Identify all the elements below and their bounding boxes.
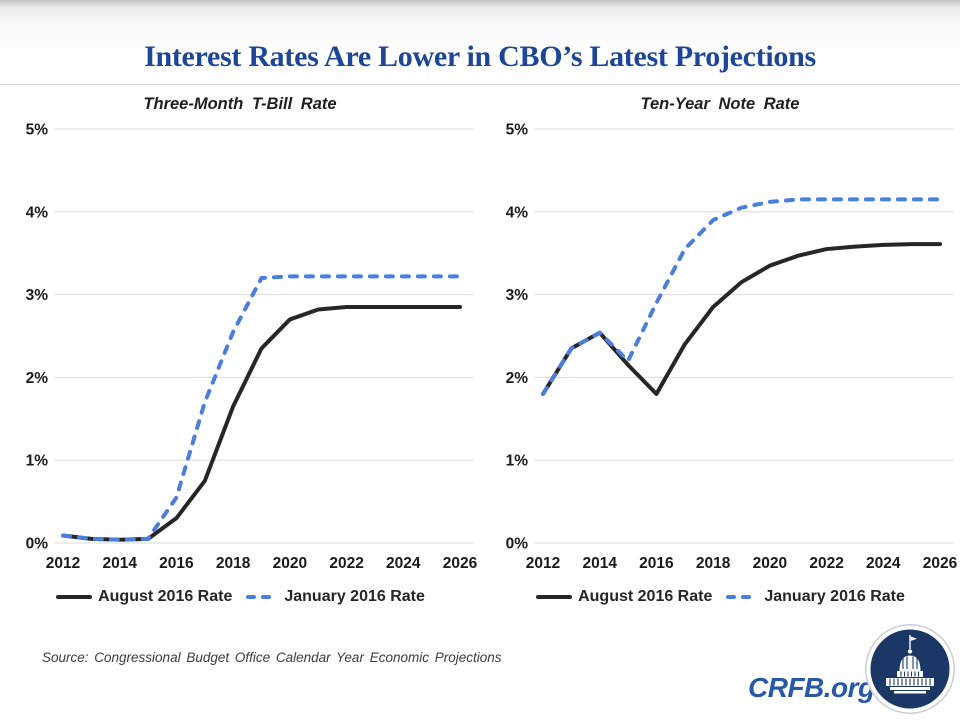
x-tick-label: 2024	[386, 555, 421, 572]
source-note: Source: Congressional Budget Office Cale…	[42, 650, 502, 665]
y-tick-label: 5%	[506, 122, 529, 139]
legend-label-august: August 2016 Rate	[98, 588, 233, 605]
series-line-january-2016-rate	[61, 274, 462, 542]
y-tick-label: 4%	[506, 204, 529, 221]
solid-line-swatch	[536, 595, 573, 599]
y-tick-label: 3%	[506, 287, 529, 304]
x-tick-label: 2026	[923, 555, 958, 572]
y-tick-label: 0%	[26, 536, 49, 553]
chart-title-tbill: Three-Month T-Bill Rate	[143, 95, 337, 113]
legend-item-august: August 2016 Rate	[535, 588, 712, 606]
crfb-wordmark: CRFB.org	[748, 672, 875, 703]
chart-tennote: Ten-Year Note Rate 0% 1% 2% 3% 4% 5% 2012 2014 2…	[480, 88, 960, 624]
x-tick-label: 2022	[329, 555, 363, 572]
dashed-line-swatch	[246, 595, 280, 599]
tbill-plot-area: 0% 1% 2% 3% 4% 5% 2012 2014 2016 2018 2020 2022 2024…	[26, 122, 478, 573]
x-tick-label: 2018	[216, 555, 251, 572]
x-tick-label: 2016	[639, 555, 674, 572]
y-tick-label: 1%	[26, 453, 49, 470]
series-line-august-2016-rate	[541, 242, 942, 396]
x-tick-label: 2014	[582, 555, 617, 572]
legend-tbill: August 2016 Rate January 2016 Rate	[0, 588, 480, 606]
x-tick-label: 2020	[273, 555, 307, 572]
y-tick-label: 1%	[506, 453, 529, 470]
y-tick-label: 2%	[26, 370, 49, 387]
y-tick-label: 2%	[506, 370, 529, 387]
header: Interest Rates Are Lower in CBO’s Latest…	[0, 0, 960, 85]
legend-label-january: January 2016 Rate	[764, 588, 905, 605]
legend-item-january: January 2016 Rate	[725, 588, 905, 606]
x-tick-label: 2016	[159, 555, 194, 572]
x-tick-label: 2020	[753, 555, 787, 572]
capitol-dome-logo	[865, 624, 955, 714]
y-tick-label: 5%	[26, 122, 49, 139]
dashed-line-swatch	[726, 595, 760, 599]
legend-item-august: August 2016 Rate	[55, 588, 232, 606]
legend-label-august: August 2016 Rate	[578, 588, 713, 605]
x-tick-label: 2012	[46, 555, 80, 572]
tennote-plot-area: 0% 1% 2% 3% 4% 5% 2012 2014 2016 2018 2020 2022 2024…	[506, 122, 958, 573]
page-title: Interest Rates Are Lower in CBO’s Latest…	[144, 40, 816, 73]
x-tick-label: 2014	[102, 555, 137, 572]
x-tick-label: 2018	[696, 555, 731, 572]
y-tick-label: 4%	[26, 204, 49, 221]
y-tick-label: 3%	[26, 287, 49, 304]
legend-label-january: January 2016 Rate	[284, 588, 425, 605]
x-tick-label: 2024	[866, 555, 901, 572]
x-tick-label: 2012	[526, 555, 560, 572]
legend-item-january: January 2016 Rate	[245, 588, 425, 606]
y-tick-label: 0%	[506, 536, 529, 553]
series-line-august-2016-rate	[61, 305, 462, 542]
legend-tennote: August 2016 Rate January 2016 Rate	[480, 588, 960, 606]
chart-title-tennote: Ten-Year Note Rate	[640, 95, 800, 113]
x-tick-label: 2026	[443, 555, 478, 572]
series-line-january-2016-rate	[541, 197, 942, 396]
capitol-columns	[889, 656, 931, 686]
chart-tbill: Three-Month T-Bill Rate 0% 1% 2% 3% 4% 5% 2012…	[0, 88, 480, 624]
solid-line-swatch	[56, 595, 93, 599]
x-tick-label: 2022	[809, 555, 843, 572]
